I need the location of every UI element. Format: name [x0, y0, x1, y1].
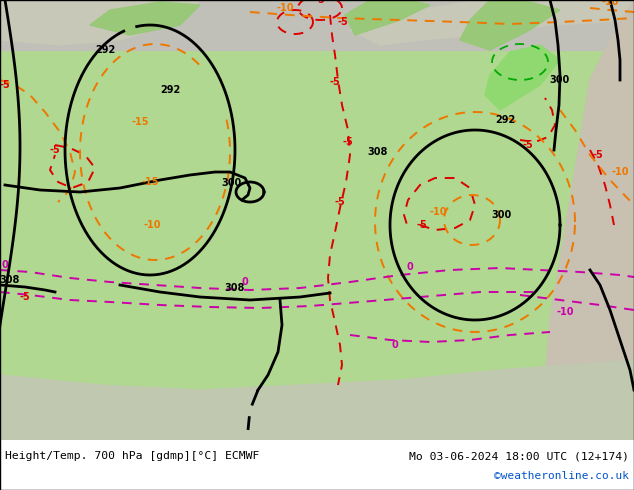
Text: -10: -10 — [556, 307, 574, 317]
Text: -5: -5 — [522, 140, 533, 150]
Text: -10: -10 — [601, 0, 619, 7]
Polygon shape — [0, 360, 634, 440]
Text: 0: 0 — [406, 262, 413, 272]
Polygon shape — [460, 0, 560, 50]
Text: -5: -5 — [49, 145, 60, 155]
Polygon shape — [0, 0, 634, 440]
Text: -5: -5 — [593, 150, 604, 160]
Polygon shape — [0, 0, 200, 45]
Text: -5: -5 — [330, 77, 340, 87]
Text: -5: -5 — [335, 197, 346, 207]
Text: 308: 308 — [368, 147, 388, 157]
Text: -5: -5 — [417, 220, 427, 230]
Text: 300: 300 — [222, 178, 242, 188]
Text: 300: 300 — [492, 210, 512, 220]
Text: -10: -10 — [143, 220, 161, 230]
Text: -5: -5 — [342, 137, 353, 147]
Text: -5: -5 — [20, 292, 30, 302]
Text: -10: -10 — [276, 3, 294, 13]
Text: -15: -15 — [141, 177, 158, 187]
Text: -5: -5 — [314, 0, 325, 5]
Text: ©weatheronline.co.uk: ©weatheronline.co.uk — [494, 471, 629, 481]
Text: Mo 03-06-2024 18:00 UTC (12+174): Mo 03-06-2024 18:00 UTC (12+174) — [409, 451, 629, 461]
Text: 292: 292 — [95, 45, 115, 55]
Polygon shape — [0, 0, 634, 50]
Text: -10: -10 — [611, 167, 629, 177]
Polygon shape — [345, 0, 430, 35]
Polygon shape — [580, 140, 634, 260]
Text: 0: 0 — [392, 340, 398, 350]
Text: -15: -15 — [131, 117, 149, 127]
Text: 308: 308 — [0, 275, 20, 285]
Text: 292: 292 — [495, 115, 515, 125]
Text: 0: 0 — [242, 277, 249, 287]
Text: Height/Temp. 700 hPa [gdmp][°C] ECMWF: Height/Temp. 700 hPa [gdmp][°C] ECMWF — [5, 451, 259, 461]
Text: 0: 0 — [2, 260, 8, 270]
Text: -5: -5 — [0, 80, 10, 90]
Polygon shape — [90, 2, 200, 35]
Text: 300: 300 — [550, 75, 570, 85]
Text: -5: -5 — [338, 17, 348, 27]
Polygon shape — [350, 0, 634, 45]
Polygon shape — [485, 45, 560, 110]
Polygon shape — [540, 0, 634, 440]
Text: 292: 292 — [160, 85, 180, 95]
Text: -10: -10 — [429, 207, 447, 217]
Text: 308: 308 — [225, 283, 245, 293]
